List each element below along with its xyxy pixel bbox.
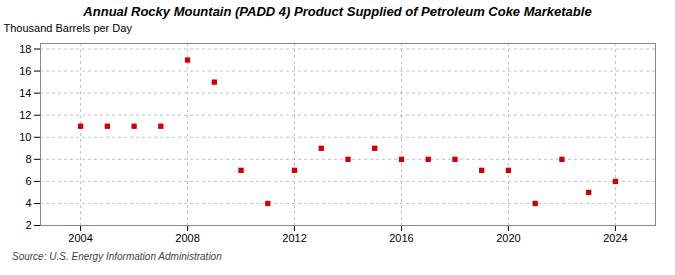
- svg-text:8: 8: [25, 153, 31, 165]
- svg-text:2012: 2012: [282, 232, 306, 244]
- svg-text:16: 16: [19, 65, 31, 77]
- svg-text:14: 14: [19, 87, 31, 99]
- svg-text:6: 6: [25, 175, 31, 187]
- svg-text:12: 12: [19, 109, 31, 121]
- svg-text:10: 10: [19, 131, 31, 143]
- svg-text:18: 18: [19, 43, 31, 55]
- svg-text:2024: 2024: [603, 232, 627, 244]
- html-text:Annual Rocky Mountain (PADD 4): Annual Rocky Mountain (PADD 4) Product S…: [83, 4, 592, 19]
- svg-text:2008: 2008: [175, 232, 199, 244]
- svg-text:2020: 2020: [496, 232, 520, 244]
- html-text:Source: U.S. Energy Informatio: Source: U.S. Energy Information Administ…: [12, 251, 222, 262]
- svg-text:4: 4: [25, 197, 31, 209]
- svg-text:2004: 2004: [68, 232, 92, 244]
- svg-text:2016: 2016: [389, 232, 413, 244]
- svg-text:2: 2: [25, 219, 31, 231]
- svg-text:Thousand Barrels per Day: Thousand Barrels per Day: [4, 22, 133, 34]
